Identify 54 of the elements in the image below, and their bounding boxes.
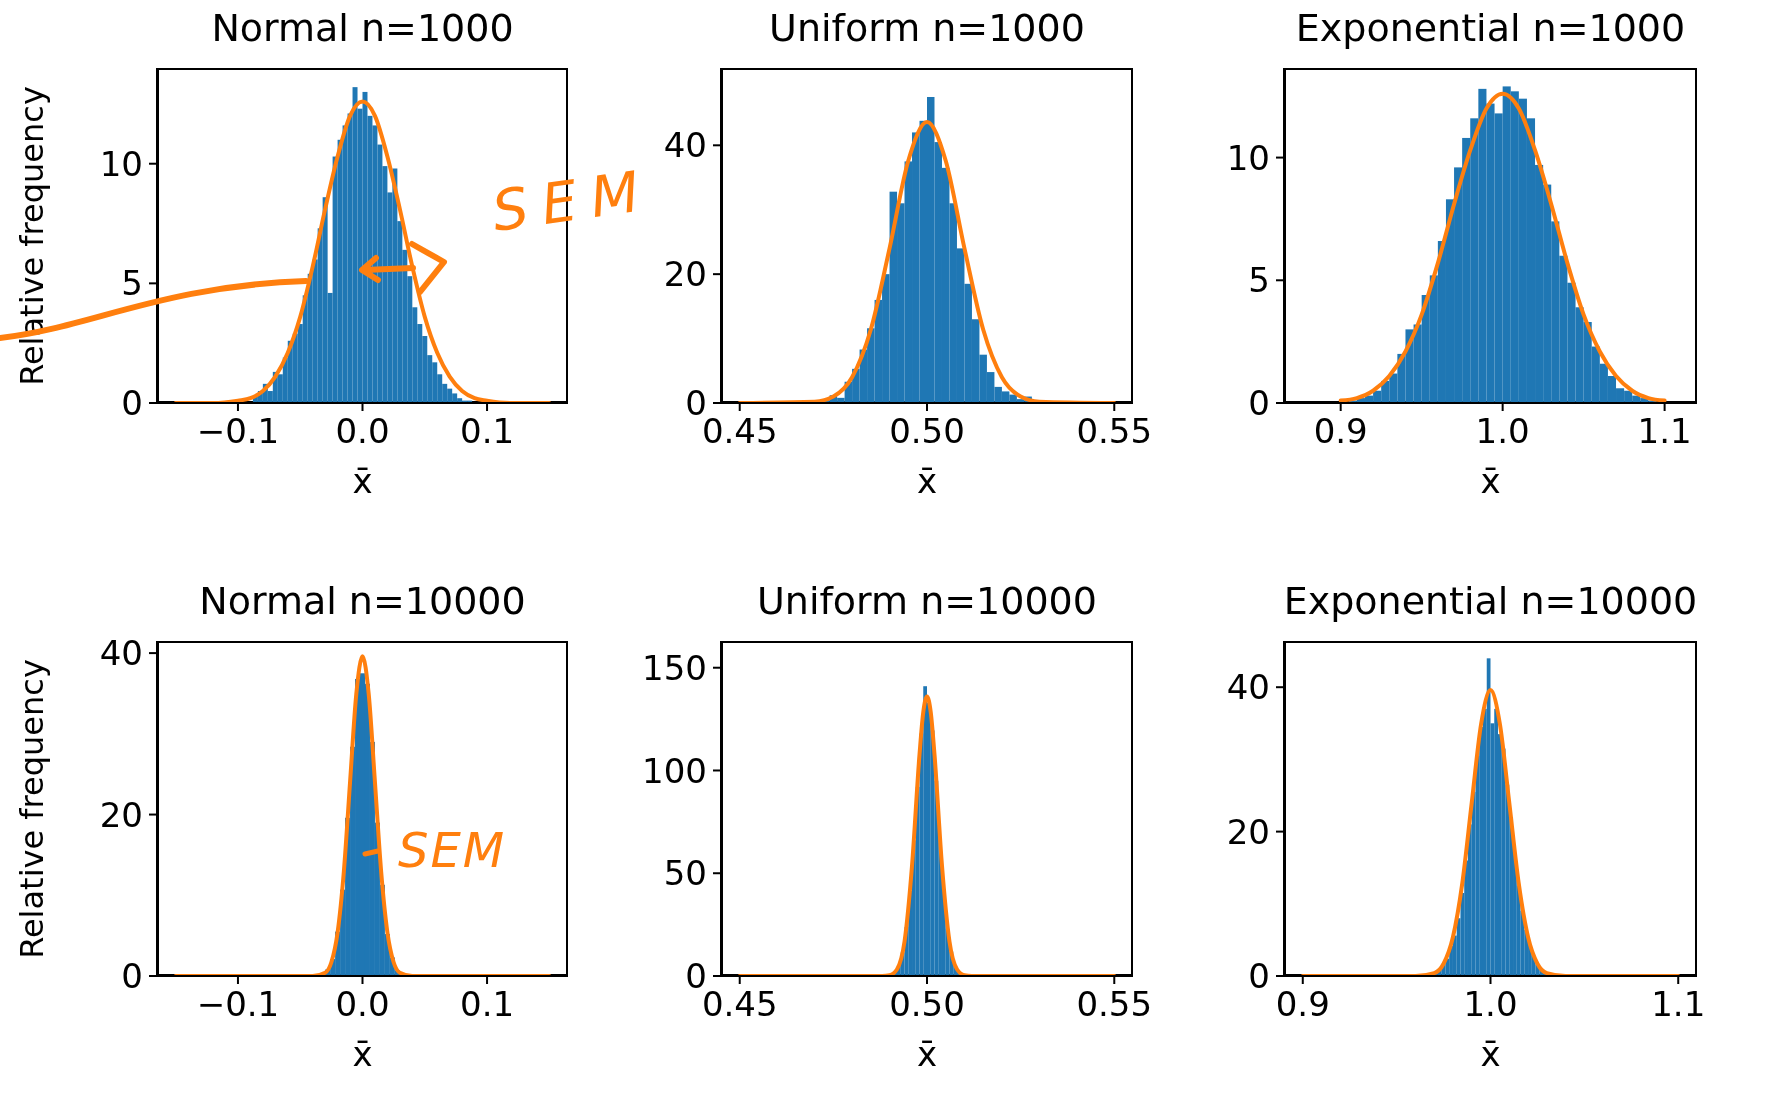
x-tick-label: 0.9 <box>1313 411 1368 452</box>
y-tick-label: 0 <box>121 956 143 997</box>
x-tick-label: 0.9 <box>1275 984 1330 1025</box>
line-series <box>173 654 552 976</box>
y-tick-label: 0 <box>121 383 143 424</box>
y-tick-label: 40 <box>1226 667 1270 708</box>
line-series <box>737 694 1117 976</box>
y-tick-label: 20 <box>663 254 707 295</box>
chart-title: Normal n=1000 <box>211 6 514 50</box>
x-tick-label: 1.0 <box>1463 984 1518 1025</box>
y-tick-label: 0 <box>1248 956 1270 997</box>
x-axis-title: x̄ <box>352 1034 373 1074</box>
y-tick-label: 20 <box>1226 811 1270 852</box>
x-tick-label: 0.1 <box>460 984 515 1025</box>
chart-title: Uniform n=10000 <box>757 579 1097 623</box>
x-tick-label: 0.1 <box>460 411 515 452</box>
x-axis-title: x̄ <box>1480 461 1501 501</box>
chart-title: Exponential n=10000 <box>1283 579 1698 623</box>
x-tick-label: 1.1 <box>1637 411 1692 452</box>
y-tick-label: 10 <box>1226 137 1270 178</box>
y-tick-label: 10 <box>99 143 143 184</box>
chart-title: Normal n=10000 <box>199 579 526 623</box>
x-tick-label: 0.50 <box>889 411 965 452</box>
x-tick-label: 1.0 <box>1475 411 1530 452</box>
line-series <box>1338 91 1667 403</box>
line-series <box>737 120 1117 403</box>
y-tick-label: 40 <box>663 125 707 166</box>
y-tick-label: 40 <box>99 633 143 674</box>
y-tick-label: 50 <box>663 853 707 894</box>
y-tick-label: 0 <box>1248 383 1270 424</box>
y-tick-label: 5 <box>121 263 143 304</box>
x-tick-label: 0.50 <box>889 984 965 1025</box>
x-axis-title: x̄ <box>352 461 373 501</box>
y-tick-label: 100 <box>642 750 707 791</box>
x-tick-label: 0.0 <box>335 411 390 452</box>
chart-title: Uniform n=1000 <box>769 6 1085 50</box>
x-tick-label: −0.1 <box>196 984 280 1025</box>
x-tick-label: 1.1 <box>1651 984 1706 1025</box>
y-tick-label: 20 <box>99 794 143 835</box>
x-axis-title: x̄ <box>916 461 938 501</box>
y-axis-title: Relative frequency <box>13 658 51 959</box>
x-axis-title: x̄ <box>916 1034 938 1074</box>
y-tick-label: 5 <box>1248 260 1270 301</box>
x-tick-label: 0.55 <box>1076 984 1153 1025</box>
line-series <box>1300 688 1681 976</box>
x-axis-title: x̄ <box>1480 1034 1501 1074</box>
x-tick-label: 0.0 <box>335 984 390 1025</box>
annotation: SEM <box>398 822 507 878</box>
chart-title: Exponential n=1000 <box>1295 6 1686 50</box>
annotation: SEM <box>488 157 657 244</box>
x-tick-label: −0.1 <box>196 411 280 452</box>
y-axis-title: Relative frequency <box>13 85 51 386</box>
x-tick-label: 0.55 <box>1076 411 1153 452</box>
y-tick-label: 150 <box>642 647 707 688</box>
